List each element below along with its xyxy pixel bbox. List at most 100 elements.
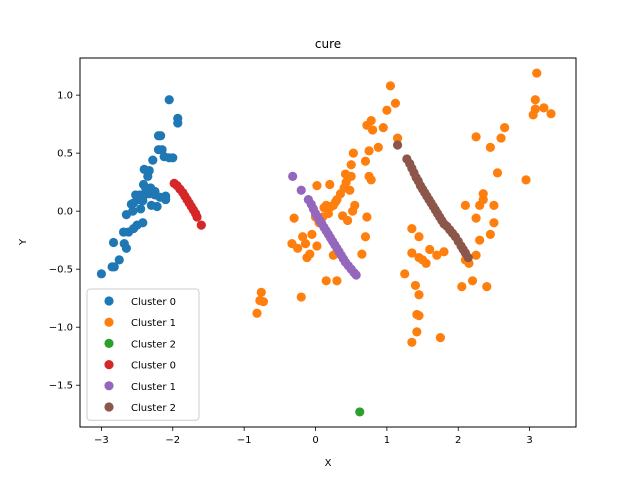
point-series-1 <box>289 213 299 223</box>
legend-box <box>86 288 200 421</box>
point-series-1 <box>425 244 435 255</box>
point-series-1 <box>485 229 495 239</box>
point-series-1 <box>296 292 306 302</box>
point-series-1 <box>346 171 356 181</box>
point-series-1 <box>392 133 403 143</box>
point-series-3 <box>192 212 202 222</box>
point-series-1 <box>532 68 542 78</box>
point-series-1 <box>332 276 342 286</box>
point-series-1 <box>348 148 358 158</box>
point-series-1 <box>252 308 262 318</box>
point-series-0 <box>107 262 117 272</box>
point-series-0 <box>119 239 129 249</box>
point-series-1 <box>360 232 371 242</box>
point-series-1 <box>467 276 478 286</box>
x-axis-ticks: −3 −2 −1 0 1 2 3 <box>94 427 533 446</box>
point-series-1 <box>373 142 383 152</box>
point-series-1 <box>321 276 331 286</box>
y-tick-label: −0.5 <box>49 265 73 276</box>
legend-label: Cluster 2 <box>131 403 176 414</box>
point-series-1 <box>471 132 481 142</box>
point-series-1 <box>407 337 417 347</box>
chart-title: cure <box>315 37 341 51</box>
y-tick-label: 0.0 <box>57 207 73 218</box>
point-series-0 <box>138 179 149 190</box>
legend-marker <box>104 338 114 348</box>
point-series-1 <box>489 200 499 210</box>
x-tick-label: 2 <box>455 435 461 446</box>
point-series-1 <box>382 105 392 115</box>
point-series-0 <box>138 218 148 228</box>
point-series-1 <box>378 123 388 133</box>
point-series-0 <box>156 131 166 141</box>
point-series-1 <box>338 211 348 221</box>
plot-points <box>96 68 556 417</box>
point-series-1 <box>345 185 355 195</box>
point-series-1 <box>312 241 322 251</box>
point-series-1 <box>366 175 376 185</box>
point-series-0 <box>146 200 156 210</box>
point-series-1 <box>256 287 266 297</box>
point-series-1 <box>460 200 470 210</box>
point-series-0 <box>161 191 171 201</box>
point-series-1 <box>482 281 492 292</box>
point-series-5 <box>463 252 473 263</box>
point-series-2 <box>355 407 365 417</box>
x-tick-label: −1 <box>237 435 252 446</box>
point-series-5 <box>392 140 403 150</box>
point-series-0 <box>173 113 183 123</box>
point-series-1 <box>366 116 376 126</box>
y-tick-label: −1.0 <box>49 323 73 334</box>
point-series-1 <box>475 235 485 245</box>
point-series-1 <box>546 109 556 119</box>
x-tick-label: 3 <box>526 435 532 446</box>
y-tick-label: 1.0 <box>57 91 73 102</box>
legend-marker <box>104 360 114 370</box>
legend-marker <box>104 402 114 412</box>
point-series-0 <box>144 165 154 176</box>
y-tick-label: 0.5 <box>57 149 73 160</box>
legend-marker <box>104 296 114 306</box>
point-series-1 <box>471 250 481 260</box>
point-series-1 <box>390 98 401 108</box>
point-series-1 <box>485 142 495 152</box>
legend-label: Cluster 1 <box>131 318 176 329</box>
legend-label: Cluster 0 <box>131 361 176 372</box>
point-series-1 <box>530 104 540 114</box>
point-series-4 <box>351 270 361 280</box>
point-series-1 <box>435 333 445 343</box>
point-series-1 <box>364 146 374 156</box>
point-series-0 <box>96 269 107 279</box>
point-series-0 <box>168 153 178 163</box>
legend-marker <box>104 317 114 327</box>
point-series-1 <box>457 281 467 292</box>
y-axis-label: Y <box>18 238 29 246</box>
point-series-1 <box>300 239 311 249</box>
point-series-3 <box>196 220 206 230</box>
x-tick-label: −2 <box>165 435 180 446</box>
point-series-1 <box>539 103 549 113</box>
point-series-0 <box>108 237 119 248</box>
point-series-1 <box>407 248 417 258</box>
plot-frame <box>79 57 577 428</box>
legend-label: Cluster 0 <box>131 297 176 308</box>
point-series-0 <box>128 206 138 216</box>
point-series-1 <box>521 175 531 185</box>
point-series-1 <box>432 250 442 260</box>
point-series-4 <box>296 185 306 195</box>
point-series-1 <box>400 269 410 279</box>
point-series-1 <box>500 123 510 133</box>
x-axis-label: X <box>325 458 332 469</box>
point-series-1 <box>298 232 308 242</box>
point-series-1 <box>496 133 506 143</box>
point-series-1 <box>362 212 372 222</box>
point-series-1 <box>325 179 335 190</box>
point-series-1 <box>421 258 431 268</box>
point-series-1 <box>307 229 317 239</box>
point-series-0 <box>136 204 146 214</box>
point-series-1 <box>489 218 499 228</box>
point-series-1 <box>414 311 424 321</box>
point-series-1 <box>414 232 424 242</box>
point-series-1 <box>530 95 540 105</box>
point-series-0 <box>164 95 174 105</box>
